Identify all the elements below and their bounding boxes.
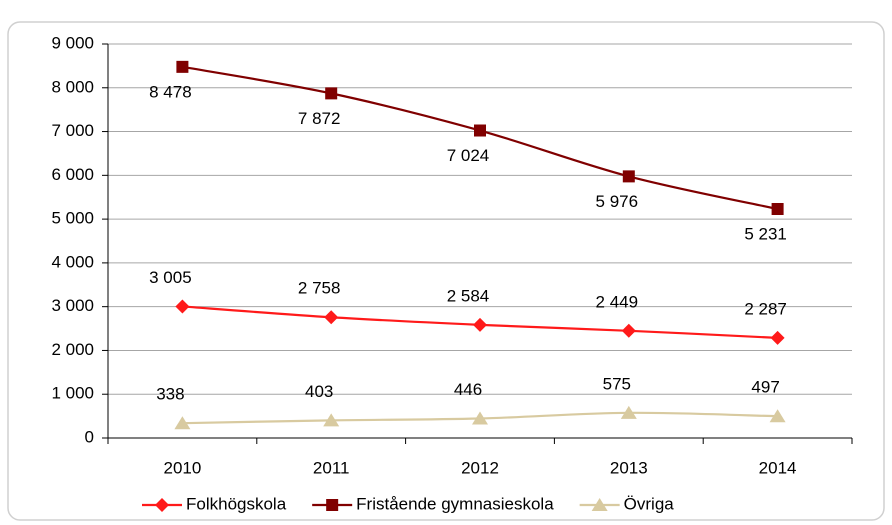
data-label: 446 [454, 380, 482, 399]
legend-label: Folkhögskola [186, 494, 287, 513]
y-tick-label: 2 000 [51, 340, 94, 359]
y-tick-label: 1 000 [51, 384, 94, 403]
x-tick-label: 2013 [610, 458, 648, 477]
legend-marker [591, 498, 608, 511]
data-label: 403 [305, 382, 333, 401]
data-label: 7 872 [298, 109, 341, 128]
data-label: 7 024 [447, 146, 490, 165]
point [771, 202, 784, 215]
x-tick-label: 2010 [163, 458, 201, 477]
y-tick-label: 5 000 [51, 209, 94, 228]
data-label: 2 449 [596, 292, 639, 311]
point [769, 409, 786, 423]
data-label: 2 758 [298, 279, 341, 298]
point [325, 87, 338, 100]
point [472, 411, 488, 425]
data-label: 2 584 [447, 286, 490, 305]
data-label: 2 287 [744, 299, 787, 318]
y-tick-label: 0 [85, 427, 94, 446]
legend-label: Övriga [624, 494, 675, 513]
x-tick-label: 2011 [313, 458, 350, 477]
point [176, 60, 189, 73]
data-label: 5 976 [596, 192, 639, 211]
point [620, 405, 637, 419]
data-label: 3 005 [149, 268, 192, 287]
data-label: 497 [751, 378, 779, 397]
point [473, 317, 487, 332]
y-tick-label: 3 000 [51, 296, 94, 315]
point [324, 310, 339, 325]
point [621, 323, 636, 338]
y-tick-label: 4 000 [51, 252, 94, 271]
point [474, 124, 486, 137]
point [323, 413, 340, 427]
chart-frame [7, 21, 885, 521]
data-label: 5 231 [744, 224, 787, 243]
y-tick-label: 9 000 [51, 33, 94, 52]
point [622, 170, 635, 183]
legend-marker [155, 498, 169, 512]
y-tick-label: 6 000 [51, 165, 94, 184]
data-label: 8 478 [149, 82, 192, 101]
point [174, 416, 191, 430]
y-tick-label: 8 000 [51, 77, 94, 96]
y-tick-label: 7 000 [51, 121, 94, 140]
data-label: 575 [603, 374, 631, 393]
legend-marker [326, 499, 339, 511]
x-tick-label: 2012 [461, 458, 499, 477]
point [770, 330, 785, 345]
legend-label: Fristående gymnasieskola [356, 494, 554, 513]
x-tick-label: 2014 [759, 458, 797, 477]
data-label: 338 [156, 385, 184, 404]
point [175, 299, 190, 314]
